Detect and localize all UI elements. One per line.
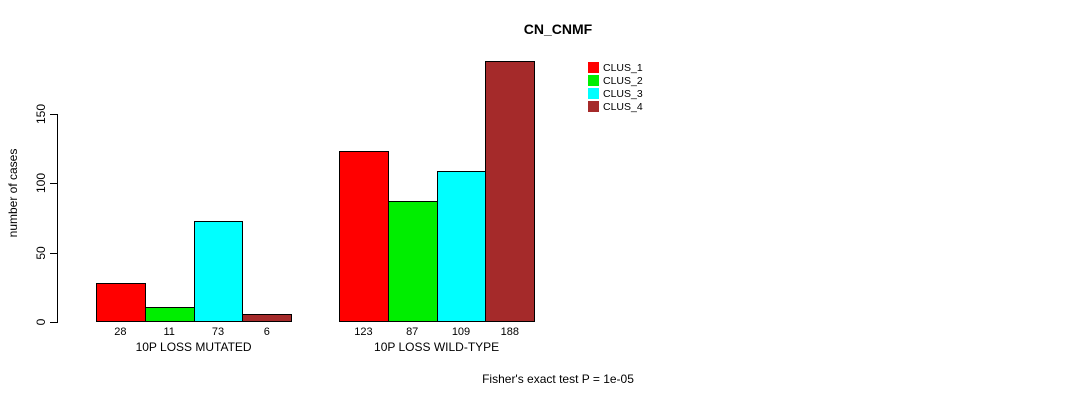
bar-clus_2-2 [387, 201, 438, 322]
legend-item-clus_3: CLUS_3 [588, 87, 643, 100]
group-label: 10P LOSS WILD-TYPE [374, 340, 500, 354]
group-label: 10P LOSS MUTATED [135, 340, 252, 354]
y-axis-tick [50, 183, 58, 185]
legend-label: CLUS_1 [603, 61, 643, 74]
legend-swatch-icon [588, 88, 599, 99]
footnote-text: Fisher's exact test P = 1e-05 [482, 372, 634, 386]
y-axis-tick [50, 114, 58, 115]
bar-clus_1-2 [339, 151, 389, 322]
y-axis-tick-label: 150 [34, 103, 48, 125]
legend-item-clus_4: CLUS_4 [588, 100, 643, 113]
y-axis-tick-label: 50 [34, 245, 48, 260]
y-axis-line [57, 114, 58, 322]
y-axis-tick [50, 252, 58, 254]
bar-clus_4-2 [485, 61, 536, 322]
legend-swatch-icon [588, 62, 599, 73]
bar-value-label: 28 [114, 326, 127, 338]
bar-clus_4-1 [242, 313, 293, 322]
legend: CLUS_1 CLUS_2 CLUS_3 CLUS_4 [588, 61, 643, 113]
bar-clus_3-2 [436, 170, 487, 322]
y-axis-label: number of cases [6, 148, 20, 238]
bar-value-label: 123 [354, 326, 373, 338]
legend-item-clus_2: CLUS_2 [588, 74, 643, 87]
bar-clus_2-1 [144, 306, 195, 322]
bar-value-label: 11 [163, 326, 175, 338]
y-axis-tick-label: 100 [34, 173, 48, 194]
bar-value-label: 87 [406, 326, 419, 338]
chart-title: CN_CNMF [523, 21, 593, 37]
bar-clus_1-1 [96, 283, 146, 322]
legend-item-clus_1: CLUS_1 [588, 61, 643, 74]
bar-clus_3-1 [193, 220, 244, 322]
legend-label: CLUS_4 [603, 100, 643, 113]
legend-label: CLUS_2 [603, 74, 643, 87]
legend-swatch-icon [588, 101, 599, 112]
legend-label: CLUS_3 [603, 87, 643, 100]
bar-value-label: 73 [211, 326, 225, 338]
bar-value-label: 188 [500, 326, 519, 338]
y-axis-tick [50, 322, 58, 323]
y-axis-tick-label: 0 [34, 318, 48, 326]
bar-value-label: 6 [263, 326, 270, 338]
legend-swatch-icon [588, 75, 599, 86]
bar-value-label: 109 [451, 326, 471, 338]
